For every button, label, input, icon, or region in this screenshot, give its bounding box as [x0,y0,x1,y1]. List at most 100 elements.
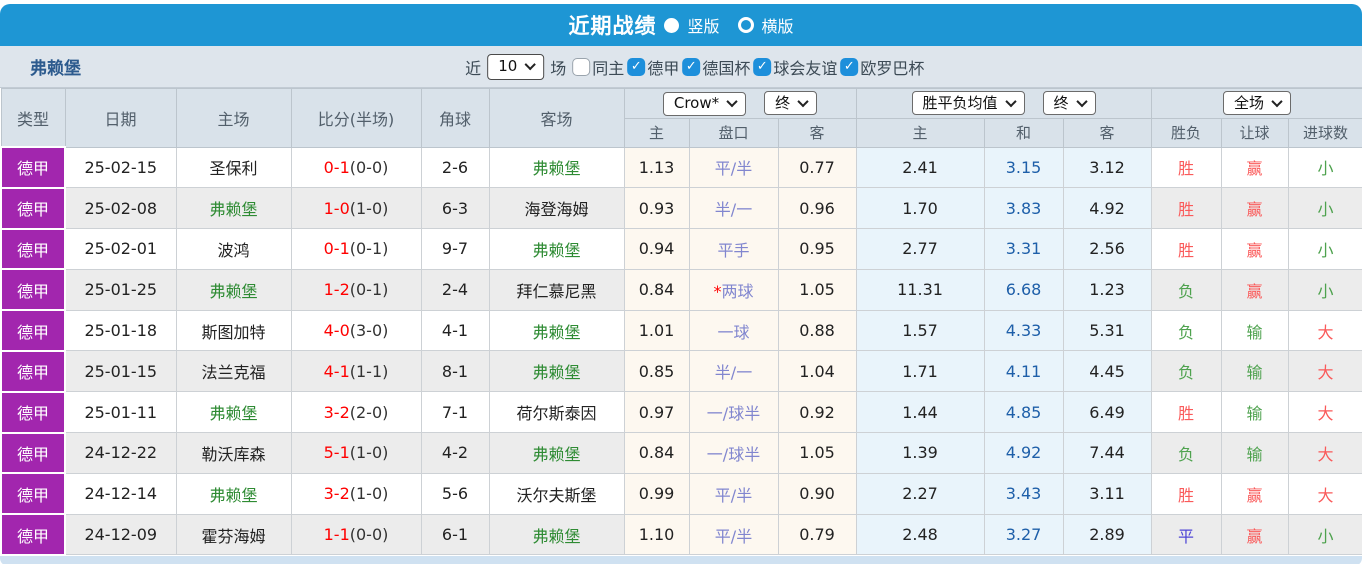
chevron-down-icon [524,58,536,71]
cell-handicap: *两球 [688,268,779,311]
cell-result-wdl: 负 [1150,309,1222,352]
cell-home-odds: 1.13 [623,146,690,189]
cell-avg-draw: 4.33 [983,309,1064,352]
filter-bar: 弗赖堡 近 10 场 同主 ✓ 德甲 ✓ 德国杯 ✓ 球会友谊 ✓ 欧罗巴杯 [0,46,1362,88]
cell-avg-win: 1.71 [855,350,985,393]
result-header: 全场 [1150,88,1362,119]
cell-result-handicap: 输 [1220,432,1289,474]
checkbox-icon[interactable]: ✓ [682,57,701,76]
cell-corners: 4-1 [420,309,490,352]
cell-league: 德甲 [0,309,66,352]
radio-vertical-label[interactable]: 竖版 [687,17,720,36]
cell-avg-draw: 3.43 [983,472,1064,515]
cell-result-handicap: 输 [1220,391,1289,434]
cell-home-odds: 0.99 [623,472,690,515]
recent-label: 近 [465,58,482,78]
sub-header-handicap: 盘口 [688,117,779,148]
cell-score: 3-2(2-0) [290,391,422,434]
checkbox-icon[interactable]: ✓ [753,57,772,76]
cell-league: 德甲 [0,472,66,516]
cell-score: 0-1(0-0) [290,146,422,189]
match-row: 德甲 24-12-09 霍芬海姆 1-1(0-0) 6-1 弗赖堡 1.10 平/半 0.79 2… [0,513,1362,556]
cell-date: 24-12-09 [64,513,177,556]
cell-result-handicap: 赢 [1220,187,1289,230]
cell-result-wdl: 胜 [1150,472,1222,515]
cell-home-odds: 1.01 [623,309,690,352]
sub-header-avg-draw: 和 [983,117,1064,148]
cell-date: 25-01-15 [64,350,177,393]
cell-home-team: 霍芬海姆 [175,513,292,556]
cell-result-goals: 小 [1287,146,1362,189]
cell-league: 德甲 [0,268,66,312]
cell-result-goals: 小 [1287,187,1362,230]
filter-group: 近 10 场 同主 ✓ 德甲 ✓ 德国杯 ✓ 球会友谊 ✓ 欧罗巴杯 [465,46,924,87]
handicap-final-select[interactable]: 终 [764,91,818,115]
title-bar: 近期战绩 竖版 横版 [0,4,1362,46]
odds-company-select[interactable]: Crow* [662,91,747,116]
cell-result-wdl: 负 [1150,432,1222,474]
filter-checkbox-club-friendly[interactable]: ✓ 球会友谊 [753,55,837,79]
cell-home-odds: 0.94 [623,228,690,270]
cell-result-goals: 小 [1287,513,1362,556]
filter-checkbox-bundesliga[interactable]: ✓ 德甲 [627,55,679,79]
match-row: 德甲 25-01-25 弗赖堡 1-2(0-1) 2-4 拜仁慕尼黑 0.84 *两球 1.05… [0,268,1362,312]
cell-score: 1-1(0-0) [290,513,422,556]
match-row: 德甲 25-01-18 斯图加特 4-0(3-0) 4-1 弗赖堡 1.01 一球 0.88 1.… [0,309,1362,352]
chevron-down-icon [797,95,809,107]
cell-result-handicap: 输 [1220,309,1289,352]
cell-score: 4-1(1-1) [290,350,422,393]
cell-away-team: 弗赖堡 [488,432,625,474]
cell-avg-draw: 6.68 [983,268,1064,311]
cell-score: 0-1(0-1) [290,228,422,270]
radio-horizontal-label[interactable]: 横版 [761,17,794,36]
chevron-down-icon [1004,95,1017,107]
checkbox-icon[interactable]: ✓ [840,57,859,76]
radio-horizontal-layout[interactable] [737,17,754,33]
cell-avg-lose: 2.56 [1062,228,1152,270]
cell-avg-win: 2.27 [855,472,985,515]
match-row: 德甲 25-01-15 法兰克福 4-1(1-1) 8-1 弗赖堡 0.85 半/一 1.04 1… [0,349,1362,393]
sub-header-wdl: 胜负 [1150,117,1222,148]
cell-avg-lose: 3.12 [1062,146,1152,189]
cell-handicap: 一/球半 [688,391,779,434]
cell-avg-draw: 3.31 [983,228,1064,270]
cell-avg-win: 2.48 [855,513,985,556]
match-row: 德甲 25-01-11 弗赖堡 3-2(2-0) 7-1 荷尔斯泰因 0.97 一/球半 0.9… [0,390,1362,434]
cell-home-team: 弗赖堡 [175,268,292,311]
cell-home-team: 法兰克福 [175,350,292,393]
cell-avg-lose: 2.89 [1062,513,1152,556]
cell-result-goals: 大 [1287,432,1362,474]
cell-corners: 4-2 [420,432,490,474]
cell-handicap: 半/一 [688,187,779,230]
cell-league: 德甲 [0,227,66,271]
cell-league: 德甲 [0,390,66,434]
cell-home-team: 弗赖堡 [175,472,292,515]
cell-result-goals: 小 [1287,268,1362,311]
cell-avg-lose: 3.11 [1062,472,1152,515]
checkbox-icon[interactable] [572,57,591,76]
cell-away-odds: 1.04 [777,350,857,393]
cell-result-wdl: 平 [1150,513,1222,556]
bottom-strip [0,555,1362,564]
filter-checkbox-same-home[interactable]: 同主 [572,55,624,79]
cell-score: 1-0(1-0) [290,187,422,230]
col-header-corners: 角球 [420,88,490,148]
cell-score: 1-2(0-1) [290,268,422,311]
sub-header-goals: 进球数 [1287,117,1362,148]
cell-result-handicap: 赢 [1220,472,1289,515]
cell-result-wdl: 胜 [1150,228,1222,270]
recent-count-select[interactable]: 10 [487,53,545,80]
cell-avg-lose: 4.45 [1062,350,1152,393]
chevron-down-icon [1075,95,1088,107]
filter-checkbox-europa-league[interactable]: ✓ 欧罗巴杯 [840,55,924,79]
checkbox-icon[interactable]: ✓ [627,57,646,76]
avg-type-select[interactable]: 胜平负均值 [911,91,1025,116]
match-scope-select[interactable]: 全场 [1223,91,1292,116]
avg-final-select[interactable]: 终 [1042,91,1096,116]
cell-result-handicap: 赢 [1220,146,1289,189]
radio-vertical-layout[interactable] [664,17,680,33]
sub-header-avg-win: 主 [855,117,985,148]
cell-league: 德甲 [0,513,66,556]
filter-checkbox-dfb-pokal[interactable]: ✓ 德国杯 [682,55,750,79]
